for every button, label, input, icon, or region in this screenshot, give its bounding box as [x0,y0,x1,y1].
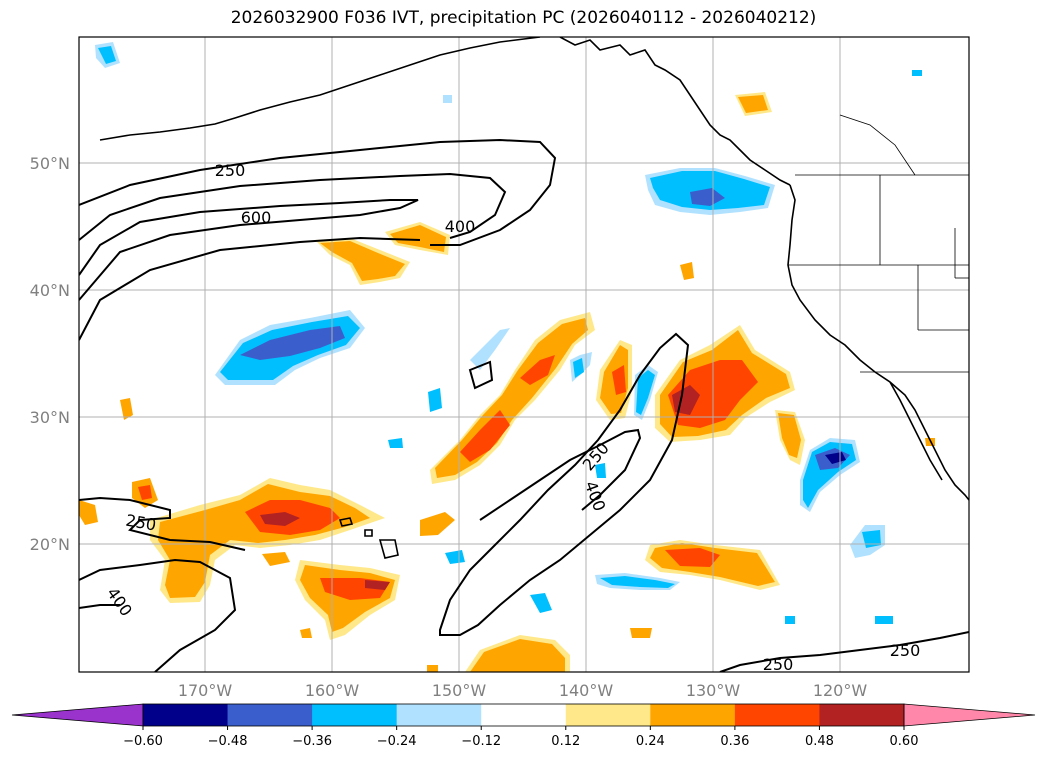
colorbar-tick-label: −0.60 [123,734,163,749]
colorbar-segment [481,704,567,726]
colorbar-segment [312,704,398,726]
ivt-label: 400 [445,217,476,236]
lon-label: 120°W [813,681,868,700]
colorbar-tick-label: 0.60 [890,734,919,749]
lon-label: 150°W [432,681,487,700]
lon-label: 160°W [305,681,360,700]
lat-label: 50°N [30,154,70,173]
ivt-contour-400-north [79,172,507,241]
ivt-label: 600 [241,208,272,227]
colorbar-tick-label: 0.24 [636,734,665,749]
colorbar-tick-label: 0.12 [551,734,580,749]
coastlines [99,37,969,559]
lat-label: 40°N [30,281,70,300]
colorbar-tick-label: 0.36 [720,734,749,749]
precip-negative-anomalies [95,42,922,624]
ivt-contour-250-se [719,631,969,672]
graticule [79,37,969,672]
ivt-contour-600 [79,199,419,301]
colorbar-segment [565,704,651,726]
ivt-contour-250-north [79,138,557,246]
colorbar-extend-min [11,703,144,727]
colorbar-segment [227,704,313,726]
colorbar-segment [143,704,229,726]
colorbar-tick-label: 0.48 [805,734,834,749]
colorbar-segment [734,704,820,726]
colorbar-extend-max [903,703,1036,727]
map-title: 2026032900 F036 IVT, precipitation PC (2… [230,8,817,28]
ivt-label: 250 [890,641,921,660]
colorbar-segment [819,704,905,726]
longitude-labels: 170°W 160°W 150°W 140°W 130°W 120°W [178,681,868,700]
ivt-contour-250-central [439,332,690,636]
latitude-labels: 20°N 30°N 40°N 50°N [30,154,70,554]
colorbar-outline [142,703,905,727]
ivt-contour-250-sw [79,496,246,551]
ivt-contour-400-central [479,428,642,521]
lon-label: 130°W [686,681,741,700]
ivt-contour-250-south [79,236,421,341]
lat-label: 20°N [30,535,70,554]
ivt-label: 250 [215,161,246,180]
colorbar-tick-label: −0.36 [292,734,332,749]
plot-area [79,37,969,672]
lat-label: 30°N [30,408,70,427]
lon-label: 140°W [559,681,614,700]
precip-positive-anomalies [79,92,935,672]
state-borders [788,114,969,373]
colorbar: −0.60 −0.48 −0.36 −0.24 −0.12 0.12 0.24 0.36 0.4… [11,703,1036,749]
colorbar-tick-label: −0.24 [377,734,417,749]
lon-label: 170°W [178,681,233,700]
ivt-contours [79,138,969,672]
colorbar-segment [650,704,736,726]
colorbar-tick-label: −0.48 [208,734,248,749]
plot-frame [78,36,970,673]
ivt-label: 250 [763,655,794,674]
colorbar-segment [396,704,482,726]
ivt-contour-400-sw [79,604,120,609]
colorbar-tick-label: −0.12 [461,734,501,749]
